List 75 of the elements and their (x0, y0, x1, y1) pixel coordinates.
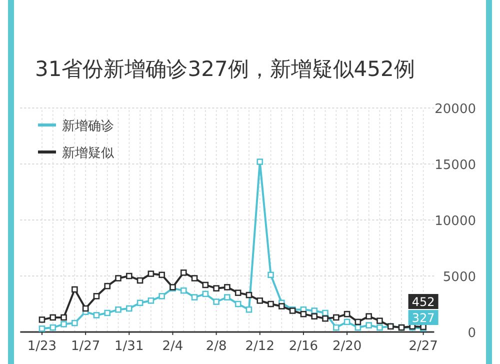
point (72, 286, 78, 293)
data-label: 452 (412, 295, 435, 309)
point (202, 282, 209, 288)
point (60, 321, 67, 328)
point (158, 272, 165, 278)
point (158, 293, 165, 300)
point (234, 300, 242, 308)
point (38, 325, 46, 332)
point (50, 314, 56, 321)
point (224, 294, 230, 300)
y-tick-label: 0 (468, 326, 476, 341)
point (191, 275, 198, 282)
point (72, 320, 78, 326)
x-tick-label: 2/27 (408, 339, 438, 354)
point (126, 272, 132, 280)
point (224, 284, 230, 290)
point (376, 324, 383, 331)
point (148, 297, 154, 304)
chart-title: 31省份新增确诊327例，新增疑似452例 (35, 57, 415, 81)
point (213, 298, 220, 305)
point (93, 293, 100, 300)
point (246, 306, 252, 313)
x-tick-label: 1/23 (27, 339, 57, 354)
y-tick-label: 20000 (434, 102, 476, 117)
point (354, 318, 362, 326)
point (82, 305, 89, 312)
point (344, 310, 350, 318)
point (256, 297, 264, 304)
y-tick-label: 15000 (434, 158, 476, 173)
point (115, 275, 122, 282)
point (311, 313, 318, 320)
point (246, 292, 252, 298)
point (180, 269, 187, 276)
point (234, 290, 242, 296)
point (180, 287, 187, 294)
point (311, 308, 318, 314)
point (104, 282, 111, 290)
point (60, 314, 67, 321)
point (115, 306, 122, 313)
x-tick-label: 2/8 (206, 339, 227, 354)
point (38, 316, 46, 323)
point (366, 313, 372, 320)
point (148, 270, 154, 277)
point (136, 300, 144, 306)
x-tick-label: 2/20 (332, 339, 362, 354)
point (93, 312, 100, 318)
point (50, 324, 56, 331)
x-tick-label: 1/31 (114, 339, 144, 354)
point (268, 272, 274, 278)
point (366, 322, 372, 328)
point (332, 324, 340, 331)
data-label: 327 (412, 311, 435, 325)
point (300, 310, 307, 318)
point (104, 310, 111, 316)
point (213, 285, 220, 292)
legend-label: 新增确诊 (62, 119, 114, 134)
point (278, 303, 285, 310)
point (202, 290, 209, 298)
point (344, 318, 350, 326)
point (322, 315, 328, 322)
x-tick-label: 1/27 (70, 339, 100, 354)
point (322, 310, 328, 316)
y-tick-label: 5000 (442, 270, 476, 285)
y-tick-label: 10000 (434, 214, 476, 229)
x-tick-label: 2/16 (288, 339, 318, 354)
point (136, 277, 144, 284)
point (126, 305, 132, 312)
legend-label: 新增疑似 (62, 146, 114, 161)
point (376, 318, 383, 324)
x-tick-label: 2/12 (245, 339, 274, 354)
x-tick-label: 2/4 (162, 339, 184, 354)
point (256, 158, 264, 165)
point (191, 294, 198, 300)
point (268, 300, 274, 308)
point (332, 314, 340, 321)
